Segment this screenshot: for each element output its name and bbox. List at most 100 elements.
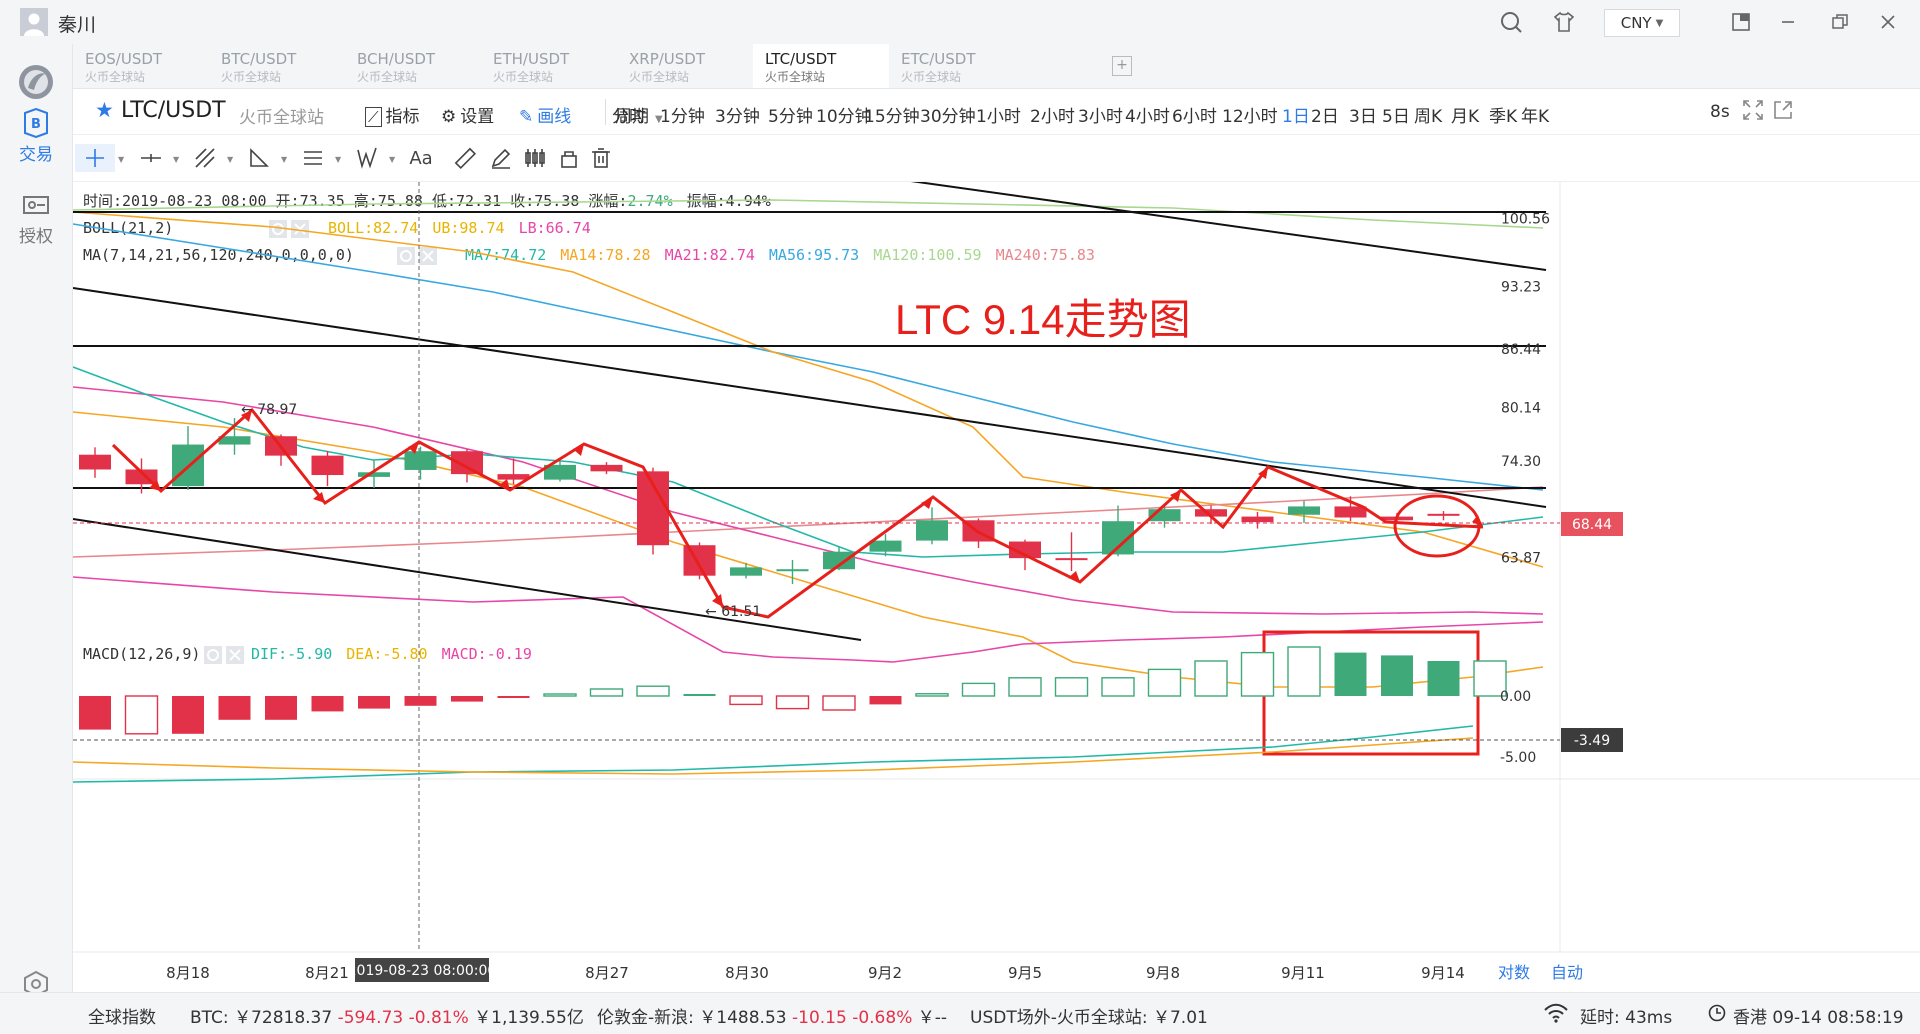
- candle-body[interactable]: [544, 464, 576, 480]
- period-option[interactable]: 15分钟: [864, 107, 920, 127]
- period-option[interactable]: 2小时: [1030, 107, 1075, 127]
- ma-settings-icon[interactable]: [397, 247, 415, 265]
- tab-etc-usdt[interactable]: ETC/USDT 火币全球站: [889, 44, 1025, 88]
- auto-scale-button[interactable]: 自动: [1551, 963, 1583, 982]
- tab-xrp-usdt[interactable]: XRP/USDT 火币全球站: [617, 44, 753, 88]
- tab-eth-usdt[interactable]: ETH/USDT 火币全球站: [481, 44, 617, 88]
- period-option[interactable]: 5日: [1382, 107, 1410, 127]
- candle-body[interactable]: [776, 569, 809, 572]
- candle-body[interactable]: [1427, 513, 1460, 516]
- period-option[interactable]: 6小时: [1172, 107, 1217, 127]
- period-option[interactable]: 1分钟: [660, 107, 705, 127]
- candle-body[interactable]: [497, 474, 530, 480]
- btc-ticker[interactable]: BTC: ￥72818.37 -594.73 -0.81% ￥1,139.55亿: [190, 1003, 584, 1028]
- draw-line-button[interactable]: ✎ 画线: [519, 102, 571, 127]
- macd-settings-icon[interactable]: [204, 646, 222, 664]
- settings-button[interactable]: ⚙ 设置: [441, 102, 494, 127]
- trash-icon[interactable]: [581, 144, 621, 172]
- price-chart[interactable]: 时间:2019-08-23 08:00 开:73.35 高:75.88 低:72…: [73, 182, 1920, 992]
- macd-close-icon[interactable]: [226, 646, 244, 664]
- candle-body[interactable]: [1334, 506, 1367, 518]
- period-option[interactable]: 1日: [1282, 107, 1310, 127]
- ruler-tool[interactable]: [445, 144, 485, 172]
- candle-body[interactable]: [916, 520, 948, 541]
- period-option[interactable]: 30分钟: [920, 107, 976, 127]
- restore-icon[interactable]: [1826, 8, 1854, 36]
- sidebar-item-authorize[interactable]: 授权: [0, 190, 72, 247]
- chevron-down-icon[interactable]: ▼: [335, 155, 342, 164]
- text-tool[interactable]: Aa: [409, 147, 433, 169]
- refresh-interval[interactable]: 8s: [1710, 102, 1730, 122]
- candle-body[interactable]: [1241, 516, 1274, 523]
- boll-close-icon[interactable]: [291, 220, 309, 238]
- currency-select[interactable]: CNY ▼: [1604, 9, 1680, 37]
- candle-body[interactable]: [590, 464, 623, 472]
- parallel-lines-tool[interactable]: [293, 144, 333, 172]
- search-icon[interactable]: [1497, 8, 1525, 36]
- candle-body[interactable]: [1288, 506, 1320, 515]
- period-option[interactable]: 分时: [612, 107, 646, 127]
- period-option[interactable]: 4小时: [1125, 107, 1170, 127]
- candle-body[interactable]: [1009, 541, 1041, 559]
- period-option[interactable]: 5分钟: [768, 107, 813, 127]
- tab-btc-usdt[interactable]: BTC/USDT 火币全球站: [209, 44, 345, 88]
- tab-bch-usdt[interactable]: BCH/USDT 火币全球站: [345, 44, 481, 88]
- candle-body[interactable]: [823, 551, 855, 570]
- period-option[interactable]: 10分钟: [816, 107, 872, 127]
- sidebar-item-trade[interactable]: B 交易: [0, 107, 72, 165]
- close-icon[interactable]: [1874, 8, 1902, 36]
- chevron-down-icon[interactable]: ▼: [389, 155, 396, 164]
- chevron-down-icon[interactable]: ▼: [227, 155, 234, 164]
- shirt-icon[interactable]: [1550, 8, 1578, 36]
- global-index-link[interactable]: 全球指数: [88, 1008, 156, 1028]
- candle-body[interactable]: [1195, 509, 1227, 517]
- period-option[interactable]: 3分钟: [715, 107, 760, 127]
- candle-body[interactable]: [1055, 558, 1088, 561]
- period-dropdown[interactable]: 周期 ▼: [615, 102, 663, 127]
- chevron-down-icon[interactable]: ▼: [281, 155, 288, 164]
- avatar-icon[interactable]: [20, 8, 48, 36]
- pin-window-icon[interactable]: [1727, 8, 1755, 36]
- add-tab-icon[interactable]: +: [1112, 56, 1132, 76]
- horizontal-line-tool[interactable]: [131, 144, 171, 172]
- popout-icon[interactable]: [1772, 99, 1794, 121]
- candle-body[interactable]: [451, 451, 483, 475]
- candle-body[interactable]: [404, 451, 437, 470]
- period-option[interactable]: 2日: [1311, 107, 1339, 127]
- period-option[interactable]: 1小时: [976, 107, 1021, 127]
- pencil-tool[interactable]: [481, 144, 521, 172]
- fullscreen-icon[interactable]: [1742, 99, 1764, 121]
- minimize-icon[interactable]: [1774, 8, 1802, 36]
- tab-eos-usdt[interactable]: EOS/USDT 火币全球站: [73, 44, 209, 88]
- lock-icon[interactable]: [549, 144, 589, 172]
- otc-ticker[interactable]: USDT场外-火币全球站: ￥7.01: [970, 1003, 1208, 1028]
- favorite-star-icon[interactable]: ★: [95, 98, 114, 122]
- period-option[interactable]: 3小时: [1078, 107, 1123, 127]
- chevron-down-icon[interactable]: ▼: [173, 155, 180, 164]
- crosshair-tool[interactable]: [75, 144, 115, 172]
- period-option[interactable]: 12小时: [1222, 107, 1278, 127]
- candle-body[interactable]: [358, 472, 390, 477]
- trend-line-tool[interactable]: [185, 144, 225, 172]
- angle-tool[interactable]: [239, 144, 279, 172]
- candle-body[interactable]: [683, 545, 716, 576]
- period-option[interactable]: 月K: [1451, 107, 1480, 127]
- candle-body[interactable]: [311, 455, 344, 476]
- candle-body[interactable]: [869, 540, 902, 552]
- tab-ltc-usdt[interactable]: LTC/USDT 火币全球站: [753, 44, 889, 88]
- period-option[interactable]: 季K: [1489, 107, 1518, 127]
- candle-body[interactable]: [218, 436, 251, 445]
- log-scale-button[interactable]: 对数: [1498, 963, 1530, 982]
- gold-ticker[interactable]: 伦敦金-新浪: ￥1488.53 -10.15 -0.68% ￥--: [597, 1003, 947, 1028]
- logo-icon[interactable]: [18, 64, 54, 100]
- candle-body[interactable]: [730, 567, 762, 576]
- indicators-button[interactable]: ⟋ 指标: [365, 102, 420, 127]
- period-option[interactable]: 年K: [1521, 107, 1550, 127]
- bar-pattern-tool[interactable]: [515, 144, 555, 172]
- period-option[interactable]: 周K: [1414, 107, 1443, 127]
- ma-close-icon[interactable]: [419, 247, 437, 265]
- period-option[interactable]: 3日: [1349, 107, 1377, 127]
- fibonacci-tool[interactable]: [347, 144, 387, 172]
- chevron-down-icon[interactable]: ▼: [118, 155, 125, 164]
- candle-body[interactable]: [79, 454, 111, 470]
